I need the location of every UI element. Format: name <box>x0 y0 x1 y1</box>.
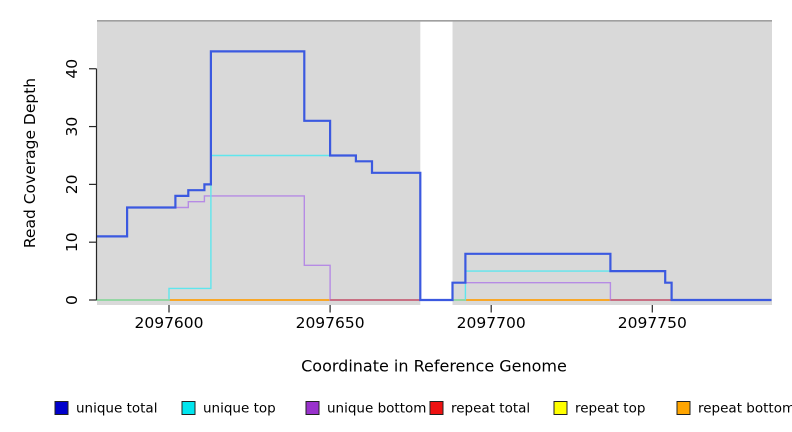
legend-swatch-icon <box>429 401 444 415</box>
y-tick-label: 0 <box>63 295 81 305</box>
legend-item-label: unique bottom <box>327 401 426 417</box>
legend-swatch-icon <box>54 401 69 415</box>
unique-total-line <box>96 50 772 302</box>
legend-swatch-icon <box>676 401 691 415</box>
legend-item-label: unique total <box>76 401 157 417</box>
no-data-band <box>420 21 453 305</box>
legend-item-label: unique top <box>203 401 276 417</box>
x-tick-label: 2097700 <box>457 314 526 332</box>
legend-swatch-icon <box>553 401 568 415</box>
x-axis-title: Coordinate in Reference Genome <box>301 356 567 376</box>
x-tick-label: 2097750 <box>618 314 687 332</box>
y-tick-label: 30 <box>63 117 81 137</box>
legend-swatch-icon <box>305 401 320 415</box>
y-tick-label: 10 <box>63 232 81 252</box>
legend-item-label: repeat top <box>575 401 645 417</box>
legend-swatch-icon <box>181 401 196 415</box>
x-tick-label: 2097600 <box>134 314 203 332</box>
legend-item-label: repeat bottom <box>698 401 792 417</box>
y-tick-label: 40 <box>63 59 81 79</box>
y-axis-title: Read Coverage Depth <box>21 77 39 249</box>
x-tick-label: 2097650 <box>296 314 365 332</box>
y-tick-label: 20 <box>63 175 81 195</box>
legend-item-label: repeat total <box>451 401 530 417</box>
